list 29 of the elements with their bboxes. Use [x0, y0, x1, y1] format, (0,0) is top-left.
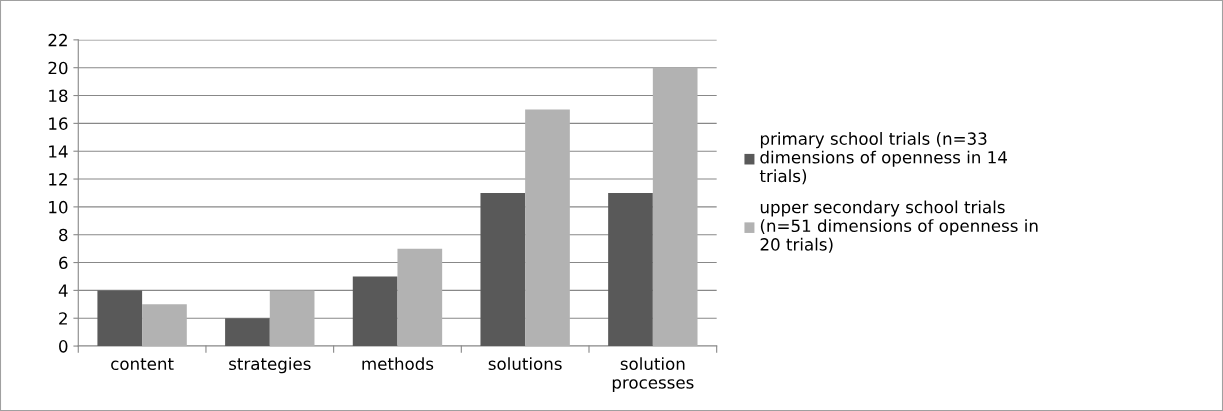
y-tick-label: 16: [49, 117, 68, 130]
y-tick-label: 2: [59, 312, 67, 325]
x-tick-label: content: [111, 358, 174, 371]
bar: [480, 192, 526, 347]
legend-label: upper secondary school trials (n=51 dimensions of openness in 20 trials): [760, 200, 1038, 253]
y-tick-label: 18: [49, 89, 68, 103]
legend-label: primary school trials (n=33 dimensions of openness in 14 trials): [759, 132, 1007, 185]
y-tick-label: 10: [49, 200, 68, 214]
y-tick-label: 8: [59, 228, 68, 242]
y-tick-label: 14: [49, 145, 68, 158]
y-tick-label: 6: [59, 256, 68, 270]
bar: [352, 276, 398, 347]
bar: [97, 290, 143, 347]
y-tick-label: 12: [49, 173, 67, 186]
y-tick-label: 22: [48, 33, 67, 47]
y-tick-label: 4: [58, 284, 68, 297]
bar: [652, 67, 698, 347]
y-tick-label: 20: [48, 61, 68, 75]
bar: [608, 192, 653, 347]
x-tick-label: solutions: [488, 357, 562, 371]
x-tick-label: solution processes: [612, 357, 694, 392]
bar: [142, 304, 187, 347]
bar: [269, 290, 315, 347]
y-tick-label: 0: [59, 340, 68, 353]
bar: [225, 318, 270, 347]
bar: [525, 109, 570, 347]
bar: [397, 248, 443, 347]
x-tick-label: methods: [362, 357, 434, 371]
x-tick-label: strategies: [229, 357, 311, 374]
